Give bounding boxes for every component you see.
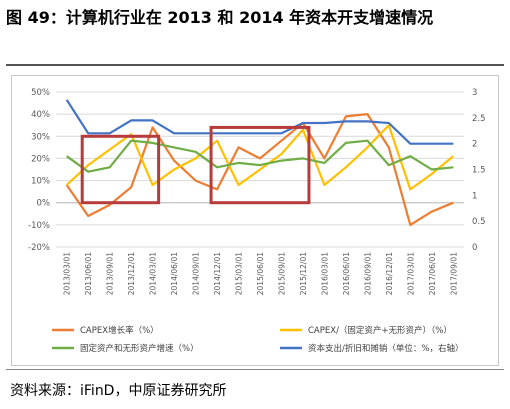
- series-line-2: [65, 124, 454, 191]
- series-line-1: [65, 112, 454, 226]
- figure-title: 图 49：计算机行业在 2013 和 2014 年资本开支增速情况: [6, 8, 434, 27]
- x-tick-label: 2017/06/01: [428, 252, 437, 295]
- x-tick-label: 2015/12/01: [299, 252, 308, 295]
- x-tick-label: 2013/09/01: [106, 252, 115, 295]
- x-tick-label: 2015/06/01: [256, 252, 265, 295]
- left-tick-label: 40%: [31, 110, 50, 120]
- x-tick-label: 2016/06/01: [342, 252, 351, 295]
- left-tick-label: 50%: [31, 88, 50, 98]
- highlight-box-1: [80, 134, 161, 205]
- line-chart: -20%-10%0%10%20%30%40%50% 00.511.522.53 …: [28, 88, 486, 354]
- chart-frame: -20% -10% 0% 10% 20% 30% 40% 50% 0 0.5 1 1.5 2 2.5 3 …: [11, 75, 499, 366]
- title-divider: [6, 64, 504, 66]
- x-tick-label: 2016/12/01: [385, 252, 394, 295]
- x-tick-label: 2013/03/01: [63, 252, 72, 295]
- left-tick-label: 30%: [31, 132, 50, 142]
- left-tick-label: 0%: [37, 199, 51, 209]
- highlight-boxes: [80, 125, 311, 205]
- highlight-box-2: [209, 125, 311, 205]
- right-tick-label: 1: [472, 191, 477, 201]
- series-line-3: [66, 139, 454, 173]
- x-tick-label: 2013/06/01: [84, 252, 93, 295]
- series-line-4: [65, 99, 454, 145]
- left-tick-label: -10%: [28, 221, 50, 231]
- x-tick-label: 2014/06/01: [170, 252, 179, 295]
- right-tick-label: 2.5: [472, 114, 486, 124]
- left-tick-label: -20%: [28, 243, 50, 253]
- x-tick-label: 2014/09/01: [192, 252, 201, 295]
- right-tick-label: 1.5: [472, 166, 486, 176]
- x-axis: 2013/03/01 2013/06/01 2013/09/01 2013/12/01…: [56, 202, 464, 295]
- right-axis-ticks: 0 0.5 1 1.5 2 2.5 3: [472, 88, 486, 253]
- left-axis-ticks: -20% -10% 0% 10% 20% 30% 40% 50%: [28, 88, 50, 253]
- legend: CAPEX增长率（%） CAPEX/（固定资产+无形资产）（%） 固定资产和无形资产…: [52, 325, 463, 354]
- x-tick-label: 2016/03/01: [320, 252, 329, 295]
- series-lines: [65, 99, 454, 226]
- x-tick-label: 2015/09/01: [277, 252, 286, 295]
- right-tick-label: 0.5: [472, 217, 486, 227]
- x-tick-label: 2015/03/01: [235, 252, 244, 295]
- figure-source: 资料来源：iFinD，中原证券研究所: [10, 383, 227, 399]
- left-tick-label: 10%: [31, 177, 50, 187]
- x-tick-label: 2017/09/01: [449, 252, 458, 295]
- legend-label: 固定资产和无形资产增速（%）: [80, 343, 199, 354]
- right-tick-label: 2: [472, 140, 477, 150]
- left-tick-label: 20%: [31, 154, 50, 164]
- x-tick-label: 2016/09/01: [363, 252, 372, 295]
- x-tick-label: 2014/12/01: [213, 252, 222, 295]
- source-divider: [6, 369, 504, 370]
- x-tick-label: 2013/12/01: [127, 252, 136, 295]
- legend-label: CAPEX/（固定资产+无形资产）（%）: [308, 325, 452, 336]
- right-tick-label: 3: [472, 88, 477, 98]
- legend-label: 资本支出/折旧和摊销（单位：%，右轴）: [308, 343, 463, 354]
- x-tick-label: 2017/03/01: [406, 252, 415, 295]
- right-tick-label: 0: [472, 243, 477, 253]
- x-tick-label: 2014/03/01: [149, 252, 158, 295]
- legend-label: CAPEX增长率（%）: [80, 325, 159, 336]
